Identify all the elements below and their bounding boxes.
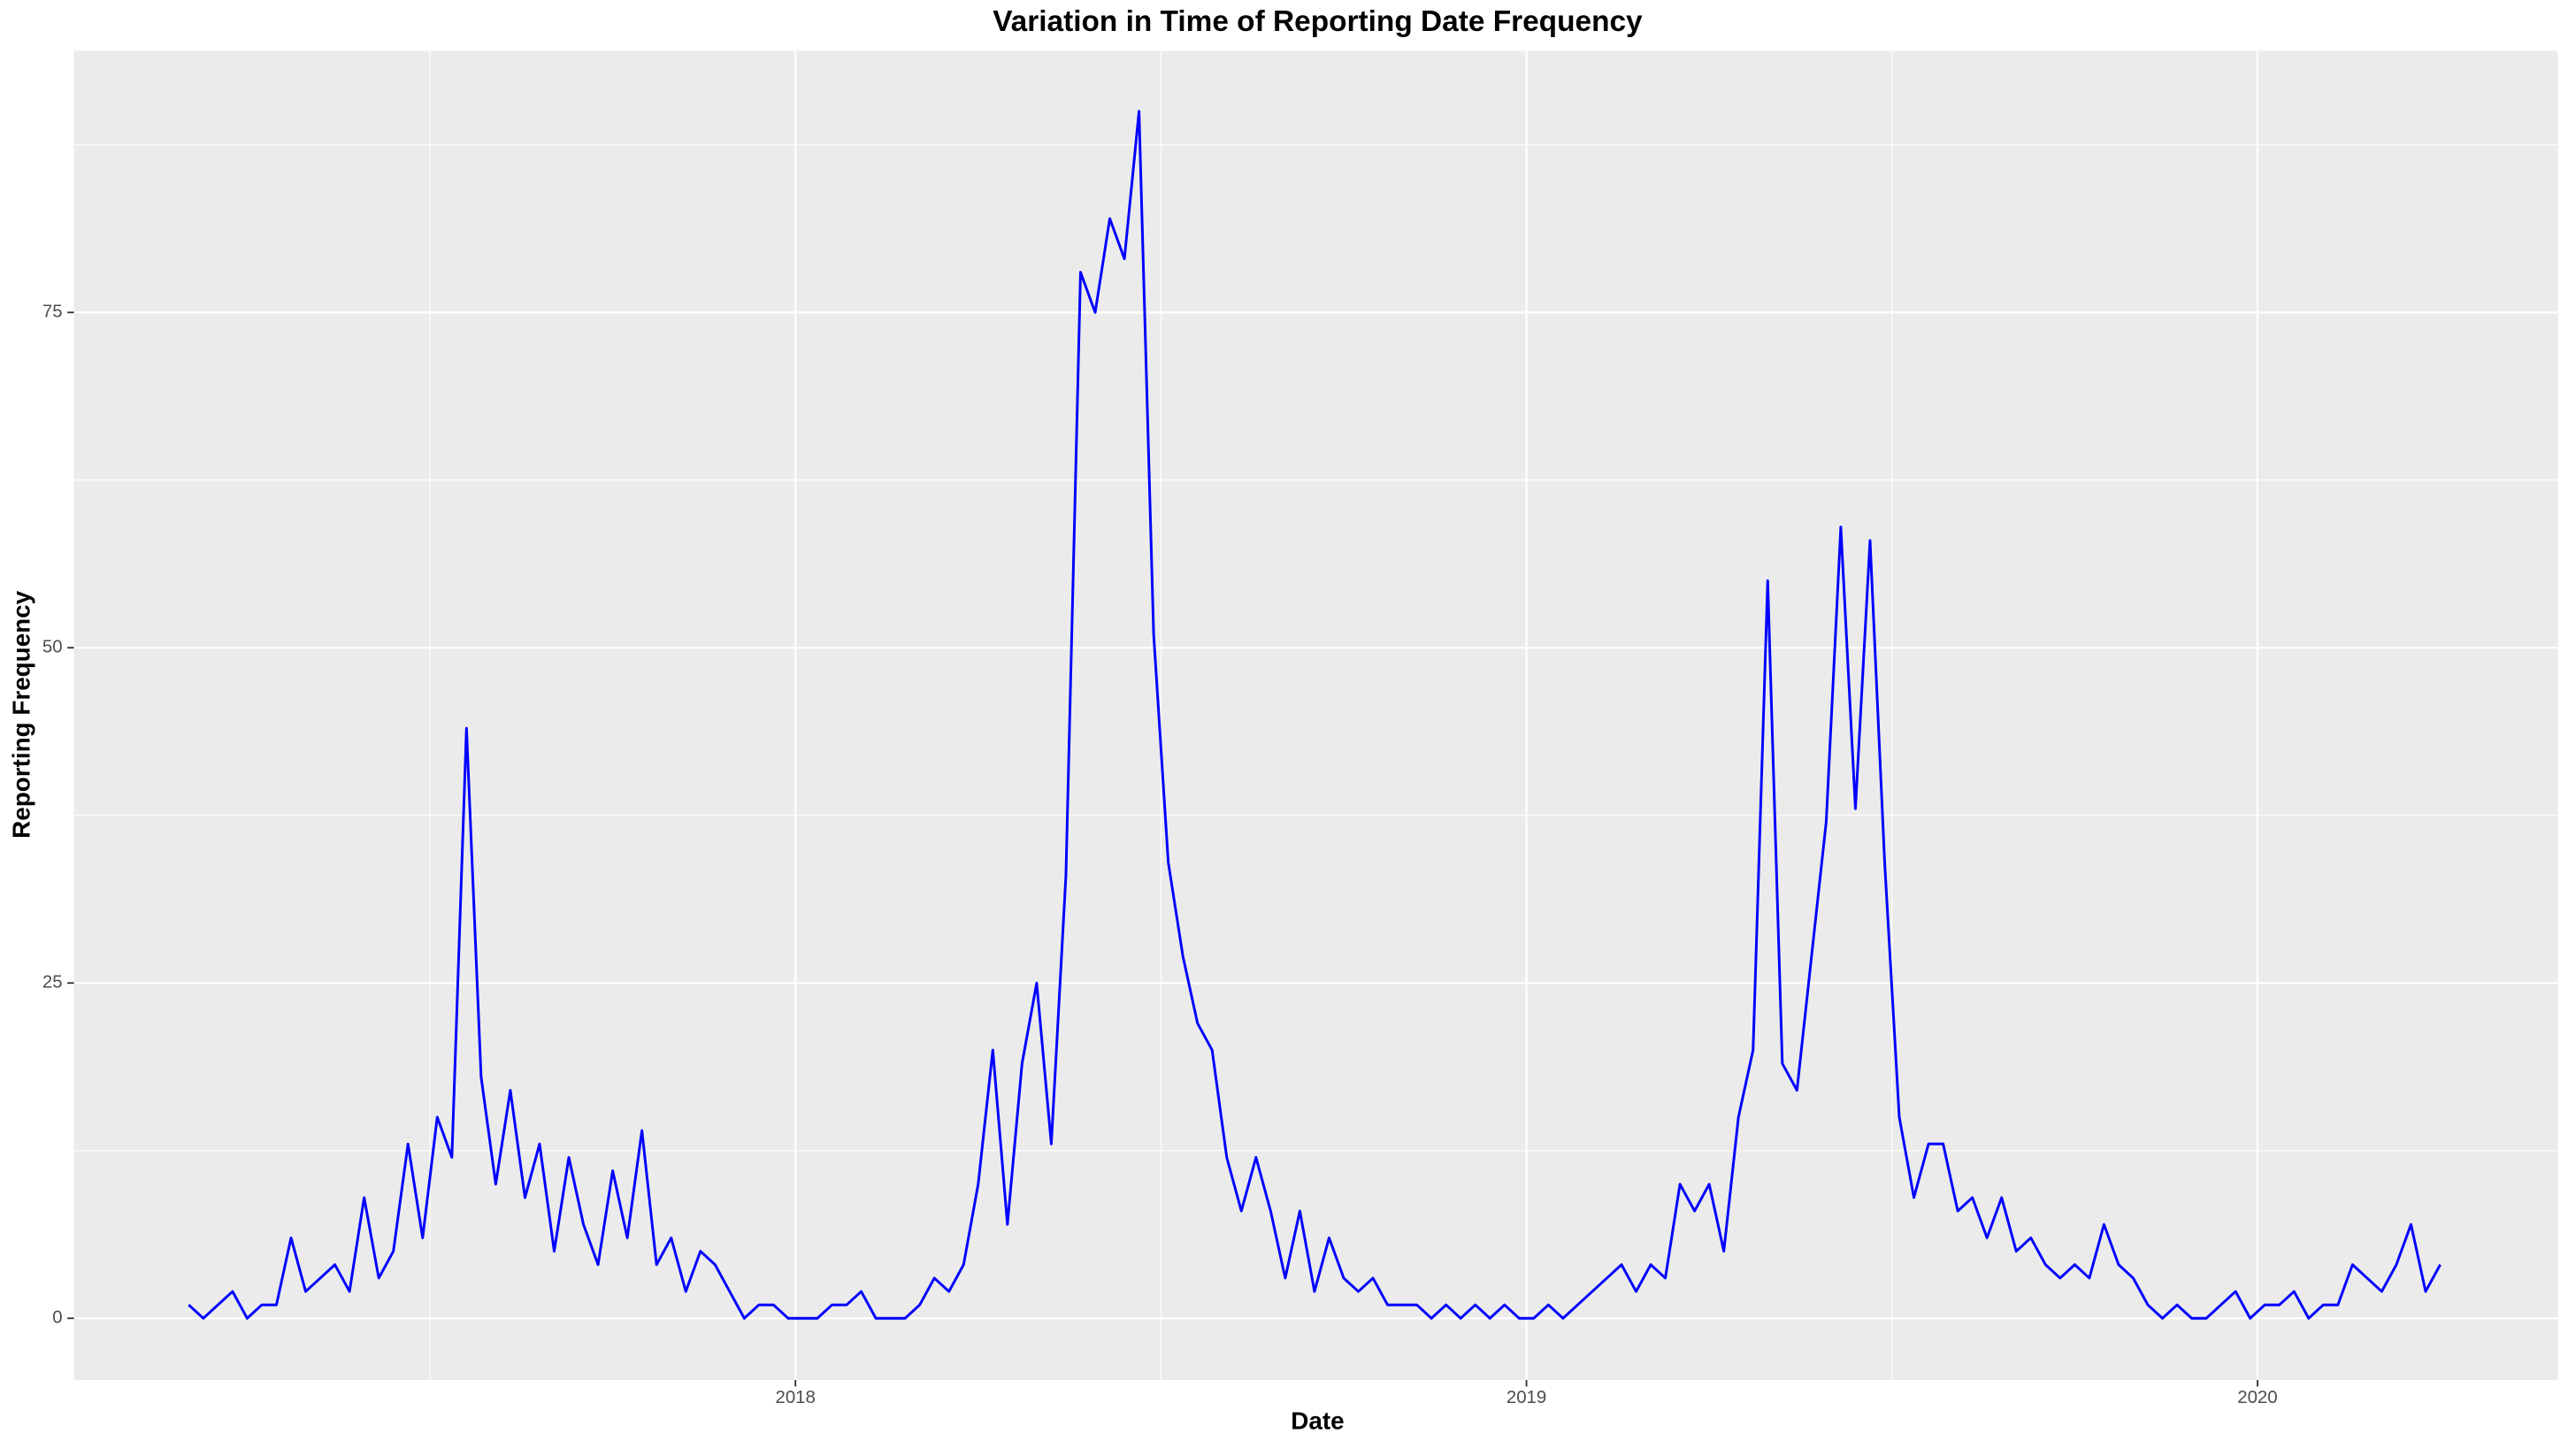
y-tick-label: 25 xyxy=(42,973,63,993)
y-tick-label: 50 xyxy=(42,638,63,657)
y-axis-title: Reporting Frequency xyxy=(7,590,34,839)
x-tick-label: 2020 xyxy=(2237,1388,2277,1407)
y-tick-label: 75 xyxy=(42,303,63,322)
y-tick-label: 0 xyxy=(52,1308,62,1328)
marks xyxy=(188,110,2442,1320)
panel xyxy=(73,50,2558,1381)
ticks: 2018 2019 2020 0 25 50 75 xyxy=(42,303,2278,1407)
chart-title: Variation in Time of Reporting Date Freq… xyxy=(993,5,1643,38)
x-tick-label: 2019 xyxy=(1506,1388,1546,1407)
x-tick-label: 2018 xyxy=(775,1388,815,1407)
grid xyxy=(73,50,2558,1380)
data-line xyxy=(188,110,2442,1320)
x-axis-title: Date xyxy=(1291,1407,1344,1435)
